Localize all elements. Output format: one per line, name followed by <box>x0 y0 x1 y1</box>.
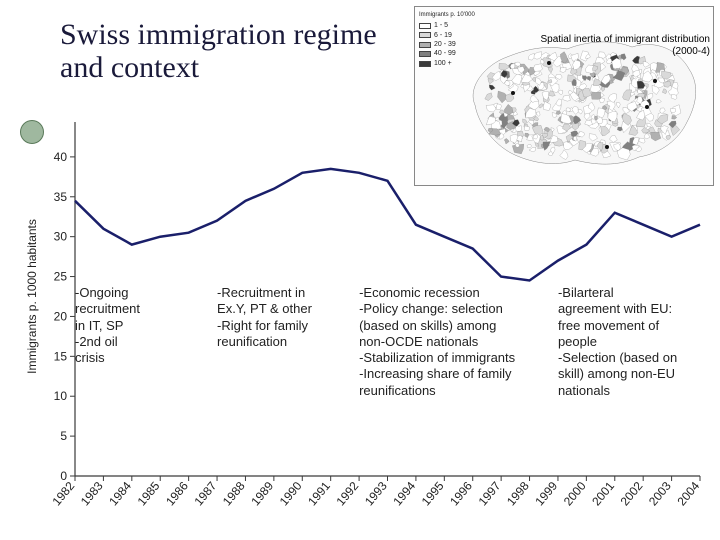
svg-text:5: 5 <box>60 429 67 443</box>
svg-text:1988: 1988 <box>220 479 248 509</box>
legend-swatch <box>419 42 431 48</box>
legend-label: 1 - 5 <box>434 21 448 30</box>
svg-text:15: 15 <box>54 349 68 363</box>
svg-text:1987: 1987 <box>191 479 219 509</box>
svg-text:1989: 1989 <box>248 479 276 509</box>
svg-text:1983: 1983 <box>78 479 106 509</box>
svg-text:1999: 1999 <box>532 479 560 509</box>
svg-text:30: 30 <box>54 230 68 244</box>
chart-annotation: -Ongoingrecruitmentin IT, SP-2nd oilcris… <box>75 285 175 366</box>
svg-text:10: 10 <box>54 389 68 403</box>
svg-text:1998: 1998 <box>504 479 532 509</box>
page-title: Swiss immigration regime and context <box>60 18 380 84</box>
chart-annotation: -Recruitment inEx.Y, PT & other-Right fo… <box>217 285 347 350</box>
svg-text:1982: 1982 <box>49 479 77 509</box>
legend-label: 6 - 19 <box>434 31 452 40</box>
chart-annotation: -Economic recession-Policy change: selec… <box>359 285 534 399</box>
legend-swatch <box>419 32 431 38</box>
legend-swatch <box>419 61 431 67</box>
map-caption: Spatial inertia of immigrant distributio… <box>532 34 710 58</box>
map-legend-title: Immigrants p. 10'000 <box>419 11 475 19</box>
svg-text:1986: 1986 <box>163 479 191 509</box>
svg-text:35: 35 <box>54 190 68 204</box>
svg-text:2003: 2003 <box>646 479 674 509</box>
svg-text:1997: 1997 <box>476 479 504 509</box>
map-subcaption-text: (2000-4) <box>672 46 710 57</box>
legend-label: 100 + <box>434 59 452 68</box>
svg-text:1992: 1992 <box>334 479 362 509</box>
svg-text:1996: 1996 <box>447 479 475 509</box>
svg-text:2001: 2001 <box>589 479 617 509</box>
legend-swatch <box>419 51 431 57</box>
svg-text:40: 40 <box>54 150 68 164</box>
svg-text:2002: 2002 <box>618 479 646 509</box>
svg-text:1994: 1994 <box>390 479 418 509</box>
svg-text:2004: 2004 <box>674 479 702 509</box>
svg-text:1995: 1995 <box>419 479 447 509</box>
map-caption-text: Spatial inertia of immigrant distributio… <box>540 34 710 45</box>
legend-label: 20 - 39 <box>434 40 456 49</box>
legend-swatch <box>419 23 431 29</box>
svg-text:1985: 1985 <box>135 479 163 509</box>
svg-text:1991: 1991 <box>305 479 333 509</box>
svg-text:1990: 1990 <box>277 479 305 509</box>
svg-text:2000: 2000 <box>561 479 589 509</box>
svg-text:Immigrants p. 1000 habitants: Immigrants p. 1000 habitants <box>25 219 39 374</box>
legend-label: 40 - 99 <box>434 49 456 58</box>
chart-annotation: -Bilarteralagreement with EU:free moveme… <box>558 285 708 399</box>
svg-text:45: 45 <box>54 122 68 124</box>
svg-text:1993: 1993 <box>362 479 390 509</box>
svg-text:25: 25 <box>54 270 68 284</box>
svg-text:20: 20 <box>54 309 68 323</box>
svg-text:1984: 1984 <box>106 479 134 509</box>
